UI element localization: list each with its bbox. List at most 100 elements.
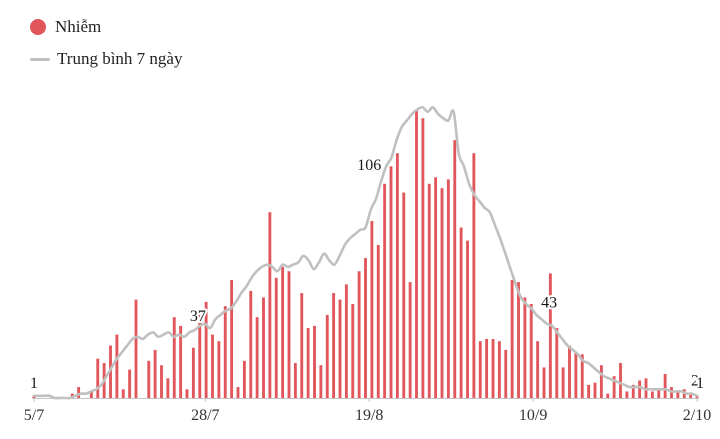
x-tick-label: 10/9 — [519, 407, 547, 424]
infection-bar — [676, 391, 680, 398]
infection-bar — [446, 179, 450, 398]
infection-bar — [249, 290, 253, 398]
infection-bar — [242, 360, 246, 398]
infection-bar — [338, 299, 342, 398]
infection-bar — [77, 387, 81, 398]
infection-bar — [408, 282, 412, 398]
x-tick-label: 5/7 — [24, 407, 44, 424]
infection-bar — [160, 365, 163, 398]
legend-item-infections: Nhiễm — [30, 12, 182, 42]
legend-label-infections: Nhiễm — [55, 17, 102, 36]
infection-bar — [542, 367, 546, 398]
infection-bar — [606, 393, 610, 398]
infection-bar — [389, 166, 393, 398]
infection-bar — [568, 345, 571, 398]
infection-bar — [517, 282, 520, 398]
infection-bar — [638, 380, 642, 398]
infection-bar — [574, 352, 578, 398]
infection-bar — [293, 363, 297, 398]
legend-item-average: Trung bình 7 ngày — [30, 44, 182, 74]
infection-bar — [383, 183, 387, 398]
infection-bar — [491, 338, 495, 398]
infection-bar — [453, 140, 457, 398]
seven-day-average-line — [32, 105, 699, 400]
infection-bar — [587, 384, 591, 398]
infection-bar — [599, 365, 603, 398]
infection-bar — [689, 393, 693, 398]
infection-bar — [580, 354, 584, 398]
infection-bar — [510, 279, 514, 398]
infection-bar — [351, 304, 355, 398]
infection-bar — [529, 304, 533, 398]
infection-bar — [262, 297, 265, 398]
infection-bar — [211, 334, 214, 398]
infection-bar — [612, 376, 616, 398]
value-annotation: 106 — [357, 157, 381, 174]
infection-bar — [561, 367, 565, 398]
infection-bar — [663, 373, 667, 398]
value-annotation: 1 — [30, 375, 38, 392]
infection-bar — [281, 266, 285, 398]
infection-bar — [485, 338, 489, 398]
infection-bar — [631, 384, 635, 398]
infection-bar — [376, 245, 380, 398]
bars-layer — [32, 109, 699, 399]
infection-bar — [357, 271, 361, 398]
infection-bar — [223, 306, 227, 398]
infection-bar — [204, 301, 208, 398]
infection-bar — [478, 341, 482, 398]
infection-bar — [370, 220, 374, 398]
infection-bar — [172, 317, 176, 398]
line-layer — [32, 105, 699, 400]
infection-bar — [217, 341, 221, 398]
infection-bar — [147, 360, 151, 398]
infection-bar — [421, 118, 425, 398]
value-annotation: 43 — [541, 295, 557, 312]
infection-bar — [536, 341, 540, 398]
x-tick-label: 28/7 — [191, 407, 219, 424]
infection-bar — [313, 325, 316, 398]
infection-bar — [427, 183, 431, 398]
infection-bar — [504, 349, 508, 398]
infection-bar — [191, 347, 195, 398]
infection-bar — [236, 387, 240, 398]
value-annotation: 1 — [696, 375, 704, 392]
infection-bar — [619, 363, 622, 398]
infection-bar — [96, 358, 100, 398]
infection-bar — [548, 273, 552, 398]
infection-bar — [230, 279, 234, 398]
x-tick-label: 19/8 — [355, 407, 383, 424]
x-tick-label: 2/10 — [683, 407, 711, 424]
infection-bar — [650, 391, 654, 398]
legend-label-average: Trung bình 7 ngày — [57, 49, 183, 68]
infection-bar — [440, 188, 444, 398]
infection-bar — [268, 212, 272, 398]
value-annotation: 37 — [190, 308, 206, 325]
infection-bar — [306, 328, 310, 398]
infection-bar — [395, 153, 399, 398]
infection-bar — [325, 314, 329, 398]
legend: Nhiễm Trung bình 7 ngày — [30, 12, 182, 76]
infection-bar — [625, 391, 629, 398]
infection-bar — [459, 227, 463, 398]
infection-bar — [128, 369, 132, 398]
infection-bar — [593, 382, 597, 398]
infection-bar — [179, 325, 183, 398]
infection-bar — [523, 297, 527, 398]
infection-bar — [185, 389, 189, 398]
infection-bar — [166, 378, 170, 398]
infection-bar — [434, 177, 438, 398]
infection-bar — [344, 284, 348, 398]
infection-bar — [466, 240, 469, 398]
infection-bar — [472, 153, 476, 398]
infection-bar — [287, 271, 291, 398]
infection-bar — [274, 277, 278, 398]
infection-bar — [300, 293, 304, 398]
infection-bar — [70, 393, 74, 398]
infection-bar — [134, 299, 138, 398]
x-axis-ticks: 5/7 28/7 19/8 10/9 2/10 — [24, 398, 711, 424]
value-annotation: 2 — [691, 373, 699, 390]
infection-bar — [657, 389, 661, 398]
